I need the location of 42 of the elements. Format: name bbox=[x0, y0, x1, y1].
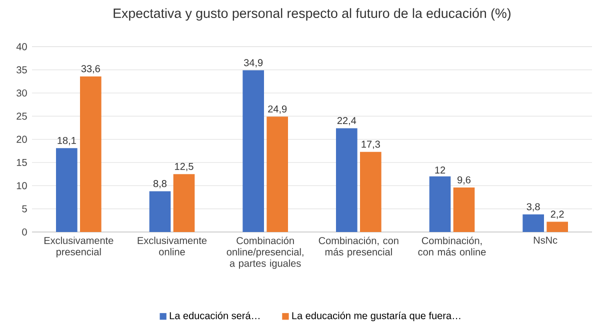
bar bbox=[429, 176, 451, 232]
y-tick-label: 0 bbox=[22, 228, 27, 236]
y-tick-label: 40 bbox=[16, 42, 27, 50]
bar bbox=[546, 222, 568, 232]
legend-label: La educación me gustaría que fuera… bbox=[292, 312, 460, 321]
data-label: 17,3 bbox=[362, 140, 380, 149]
bar bbox=[266, 116, 288, 232]
data-label: 24,9 bbox=[268, 105, 287, 114]
data-label: 12 bbox=[435, 166, 446, 174]
bar bbox=[80, 76, 102, 232]
data-label: 18,1 bbox=[58, 136, 76, 145]
x-tick-label: Exclusivamente presencial bbox=[44, 236, 114, 258]
bar bbox=[173, 174, 195, 232]
x-tick-label: Combinación online/presencial, a partes iguales bbox=[226, 236, 304, 269]
x-tick-label: NsNc bbox=[534, 236, 558, 244]
data-label: 3,8 bbox=[526, 202, 540, 212]
data-label: 22,4 bbox=[337, 116, 356, 126]
bar bbox=[360, 152, 382, 232]
bar bbox=[56, 148, 78, 232]
y-tick-label: 20 bbox=[16, 136, 27, 143]
bar bbox=[453, 187, 475, 232]
y-tick-label: 25 bbox=[16, 112, 27, 120]
x-tick-label: Combinación, con más presencial bbox=[318, 236, 398, 258]
data-label: 2,2 bbox=[550, 210, 564, 219]
data-label: 33,6 bbox=[81, 64, 100, 74]
bar bbox=[522, 214, 544, 232]
bar bbox=[336, 128, 358, 232]
y-tick-label: 15 bbox=[16, 158, 27, 166]
chart-title: Expectativa y gusto personal respecto al futuro de la educación (%) bbox=[114, 8, 510, 20]
bar bbox=[242, 70, 264, 232]
y-tick-label: 5 bbox=[22, 205, 27, 212]
legend-label: La educación será… bbox=[170, 312, 260, 319]
data-label: 12,5 bbox=[175, 162, 194, 171]
x-tick-label: Exclusivamente online bbox=[138, 236, 207, 256]
y-tick-label: 30 bbox=[16, 89, 27, 96]
y-tick-label: 35 bbox=[16, 66, 27, 74]
data-label: 9,6 bbox=[458, 176, 471, 184]
data-label: 8,8 bbox=[153, 180, 167, 188]
data-label: 34,9 bbox=[244, 58, 263, 68]
bar bbox=[149, 191, 171, 232]
y-tick-label: 10 bbox=[16, 182, 27, 190]
x-tick-label: Combinación, con más online bbox=[418, 236, 486, 256]
